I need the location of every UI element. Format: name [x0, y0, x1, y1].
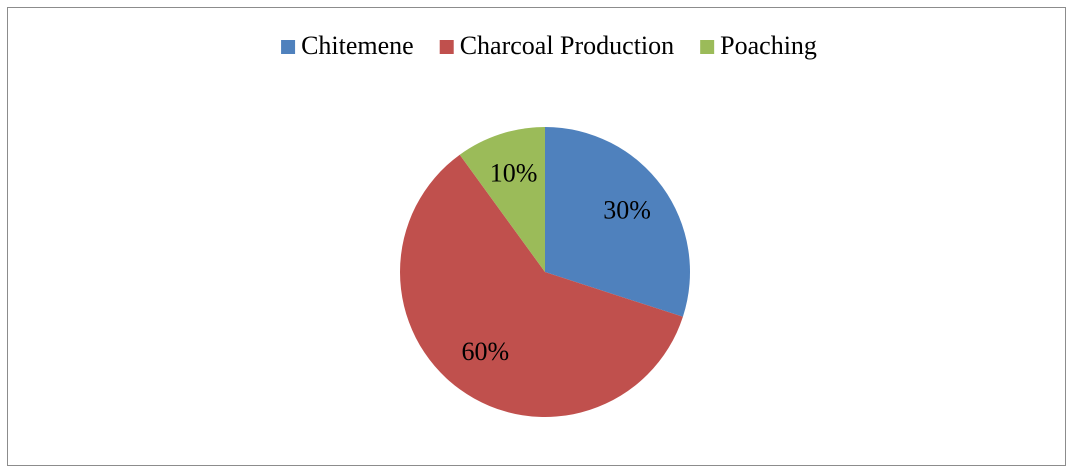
data-label: 10%: [490, 158, 538, 187]
legend-label: Poaching: [720, 31, 817, 60]
legend-swatch: [281, 40, 296, 54]
data-label: 30%: [603, 195, 651, 224]
legend-swatch: [700, 40, 715, 54]
legend-label: Chitemene: [301, 31, 414, 60]
data-label: 60%: [462, 337, 510, 366]
pie-slice: [459, 127, 545, 272]
legend-swatch: [439, 40, 454, 54]
pie-slice: [545, 127, 690, 317]
pie-slice: [400, 154, 683, 418]
legend-label: Charcoal Production: [460, 31, 674, 60]
